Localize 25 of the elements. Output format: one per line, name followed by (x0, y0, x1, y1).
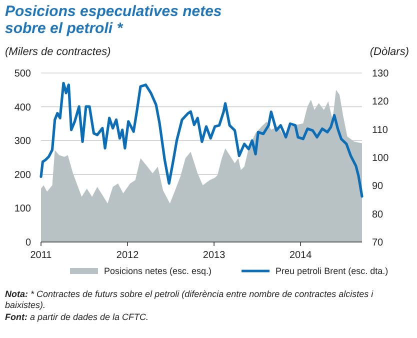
x-tick-label: 2012 (116, 250, 140, 261)
x-tick-label: 2014 (289, 250, 312, 261)
y2-tick-label: 90 (372, 181, 384, 192)
legend-label: Preu petroli Brent (esc. dta.) (276, 266, 388, 276)
text: Font: a partir de dades de la CFTC. (5, 312, 149, 322)
y2-tick-label: 100 (372, 153, 390, 164)
y2-tick-label: 130 (372, 68, 390, 80)
x-tick-label: 2011 (30, 250, 52, 261)
y2-tick-label: 110 (372, 124, 388, 136)
text: Nota: * Contractes de futurs sobre el petroli (diferència entre nombre de contractes alcistes i baixistes). (5, 289, 374, 310)
line-series (40, 82, 364, 198)
y2-tick-label: 70 (372, 238, 384, 248)
y2-axis-title: (Dòlars) (370, 46, 410, 58)
x-tick-label: 2013 (202, 250, 226, 261)
y-tick-label: 200 (14, 170, 32, 181)
y-tick-label: 300 (14, 136, 32, 148)
chart-title: Posicions especulatives netes sobre el petroli * (5, 3, 222, 37)
legend-label: Posicions netes (esc. esq.) (104, 266, 212, 276)
y2-tick-label: 120 (372, 96, 390, 108)
y-tick-label: 500 (14, 68, 32, 80)
y-tick-label: 100 (14, 204, 32, 215)
y-tick-label: 0 (25, 238, 32, 248)
y2-tick-label: 80 (372, 209, 384, 220)
y-axis-title: (Milers de contractes) (5, 46, 112, 58)
y-tick-label: 400 (14, 102, 32, 114)
